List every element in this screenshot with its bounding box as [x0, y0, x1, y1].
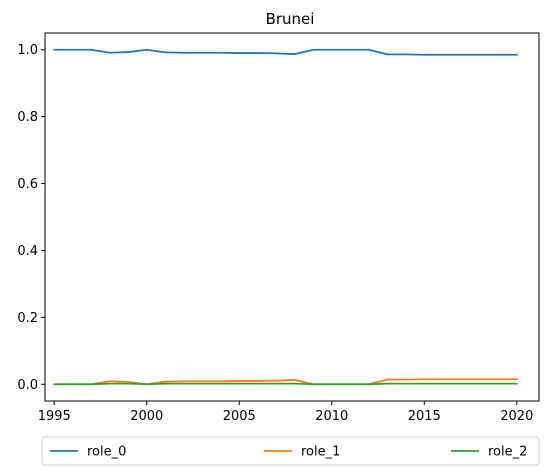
legend-label: role_0	[87, 445, 126, 460]
series-line-role_0	[54, 50, 517, 55]
legend: role_0 role_1 role_2	[42, 437, 539, 465]
series-line-role_2	[54, 384, 517, 385]
x-tick-label: 2005	[223, 409, 256, 424]
legend-label: role_2	[488, 445, 527, 460]
x-tick-label: 2010	[315, 409, 348, 424]
x-tick-label: 2015	[408, 409, 441, 424]
y-tick-label: 1.0	[17, 43, 38, 58]
y-tick-label: 0.4	[17, 244, 38, 259]
axes-frame	[45, 33, 539, 401]
y-tick-label: 0.2	[17, 311, 38, 326]
legend-label: role_1	[301, 445, 340, 460]
x-tick-label: 2000	[130, 409, 163, 424]
x-tick-label: 2020	[500, 409, 533, 424]
chart-title: Brunei	[266, 10, 315, 28]
plot-area	[54, 50, 517, 385]
axes: 1995 2000 2005 2010 2015 2020 0.0 0.2 0.4 0.6 0.8 1…	[17, 33, 539, 424]
y-tick-label: 0.8	[17, 110, 38, 125]
y-tick-label: 0.6	[17, 177, 38, 192]
y-tick-label: 0.0	[17, 378, 38, 393]
x-tick-label: 1995	[38, 409, 71, 424]
